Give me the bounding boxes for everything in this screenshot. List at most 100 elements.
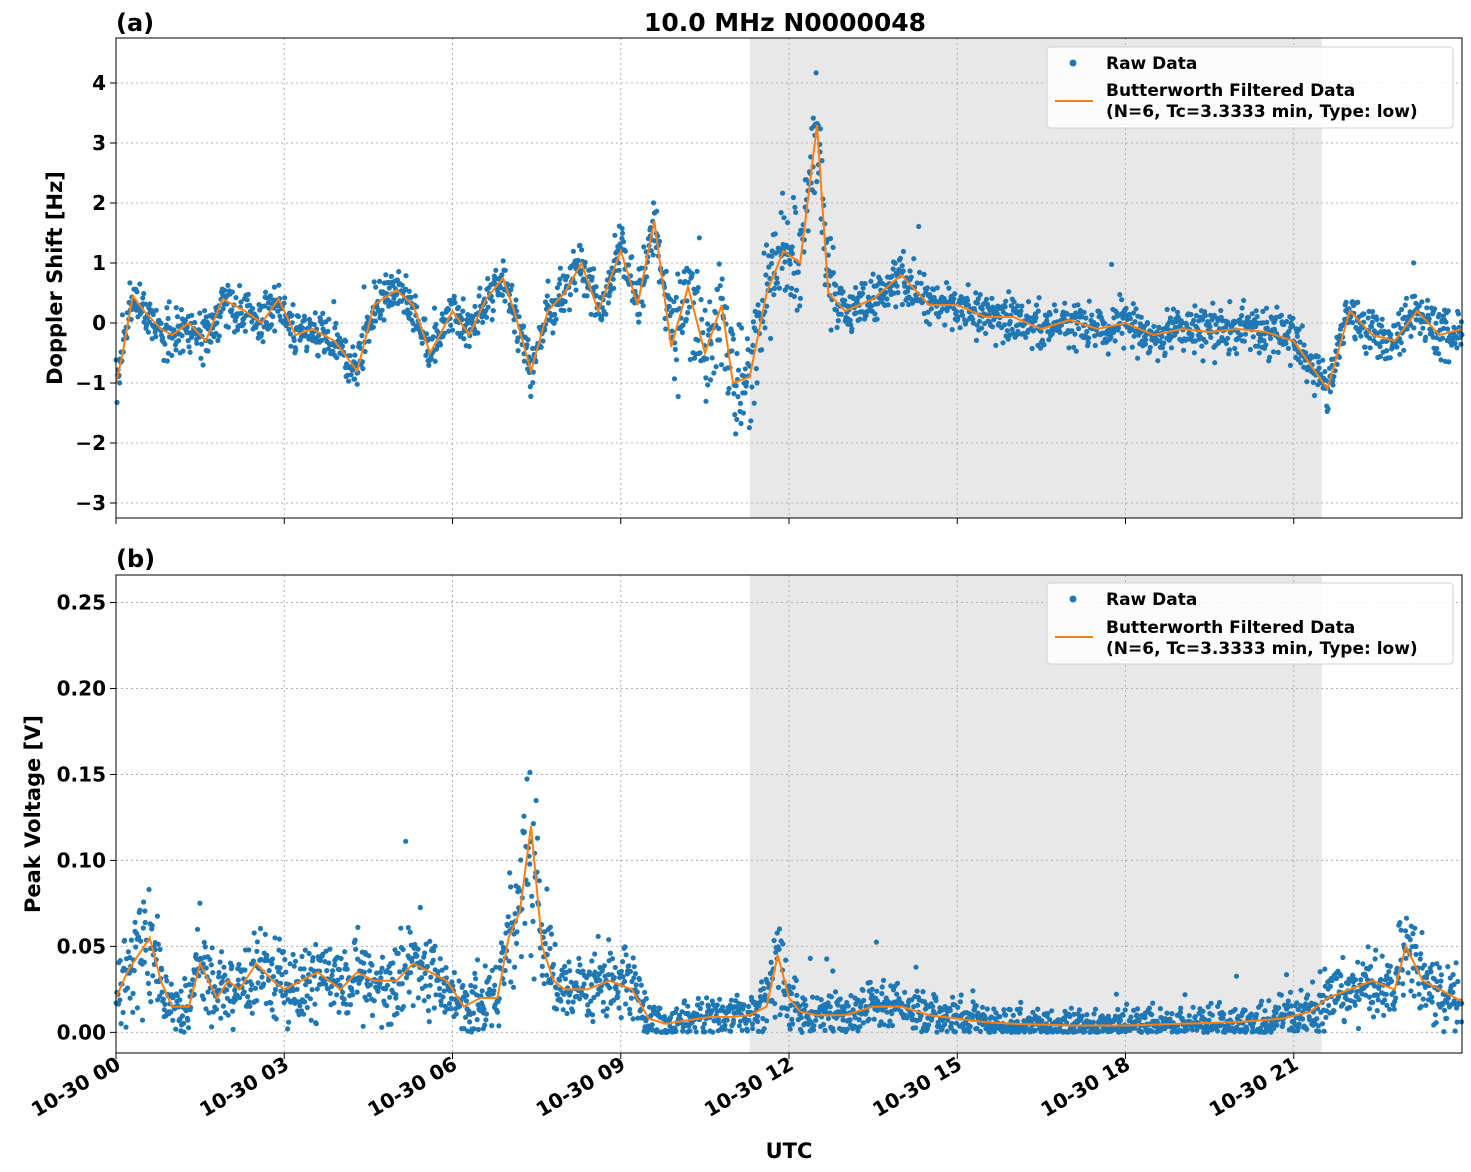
raw-data-point bbox=[897, 255, 904, 261]
raw-data-point bbox=[366, 338, 372, 344]
raw-data-point bbox=[1105, 351, 1111, 357]
raw-data-point bbox=[728, 1028, 734, 1034]
raw-data-point bbox=[1305, 992, 1311, 998]
raw-data-point bbox=[570, 248, 577, 254]
raw-data-point bbox=[545, 278, 551, 284]
raw-data-point bbox=[1108, 334, 1114, 340]
raw-data-point bbox=[930, 1004, 936, 1010]
raw-data-point bbox=[162, 1001, 168, 1008]
raw-data-point bbox=[1017, 312, 1023, 318]
raw-data-point bbox=[229, 289, 235, 295]
raw-data-point bbox=[443, 965, 449, 971]
raw-data-point bbox=[952, 291, 958, 297]
raw-data-point bbox=[567, 292, 574, 298]
raw-data-point bbox=[176, 338, 182, 344]
raw-data-point bbox=[942, 322, 948, 328]
raw-data-point bbox=[597, 977, 603, 983]
raw-data-point bbox=[862, 281, 868, 287]
raw-data-point bbox=[687, 1028, 693, 1034]
raw-data-point bbox=[743, 379, 750, 385]
raw-data-point bbox=[182, 976, 188, 982]
raw-data-point bbox=[1011, 299, 1017, 305]
raw-data-point bbox=[505, 914, 511, 920]
raw-data-point bbox=[634, 989, 640, 995]
raw-data-point bbox=[1396, 311, 1402, 317]
raw-data-point bbox=[327, 946, 333, 952]
raw-data-point bbox=[1193, 313, 1199, 319]
raw-data-point bbox=[730, 331, 736, 337]
raw-data-point bbox=[827, 1010, 833, 1016]
raw-data-point bbox=[201, 939, 207, 946]
raw-data-point bbox=[620, 239, 627, 245]
raw-data-point bbox=[925, 309, 931, 315]
raw-data-point bbox=[397, 969, 403, 975]
raw-data-point bbox=[607, 985, 613, 991]
raw-data-point bbox=[1334, 341, 1341, 347]
raw-data-point bbox=[856, 1017, 862, 1023]
raw-data-point bbox=[1395, 321, 1401, 327]
raw-data-point bbox=[675, 393, 681, 400]
raw-data-point bbox=[1274, 304, 1280, 310]
raw-data-point bbox=[1094, 322, 1100, 328]
raw-data-point bbox=[334, 992, 340, 998]
raw-data-point bbox=[592, 969, 598, 975]
raw-data-point bbox=[1315, 1023, 1321, 1029]
legend-filtered-label-1: Butterworth Filtered Data bbox=[1106, 81, 1355, 101]
raw-data-point bbox=[612, 964, 618, 971]
raw-data-point bbox=[193, 952, 199, 958]
raw-data-point bbox=[631, 964, 637, 970]
raw-data-point bbox=[377, 980, 383, 986]
raw-data-point bbox=[1420, 996, 1426, 1002]
raw-data-point bbox=[141, 959, 147, 965]
raw-data-point bbox=[974, 300, 981, 306]
raw-data-point bbox=[313, 941, 319, 948]
raw-data-point bbox=[761, 986, 767, 992]
raw-data-point bbox=[577, 242, 583, 248]
raw-data-point bbox=[1186, 1013, 1192, 1019]
raw-data-point bbox=[536, 878, 542, 884]
raw-data-point bbox=[577, 962, 583, 968]
raw-data-point bbox=[1206, 1017, 1212, 1024]
raw-data-point bbox=[790, 984, 796, 991]
raw-data-point bbox=[460, 982, 466, 989]
raw-data-point bbox=[421, 998, 427, 1004]
raw-data-point bbox=[146, 319, 152, 325]
raw-data-point bbox=[1401, 314, 1408, 320]
raw-data-point bbox=[513, 940, 520, 947]
raw-data-point bbox=[1316, 359, 1322, 365]
raw-data-point bbox=[973, 337, 980, 343]
raw-data-point bbox=[942, 1021, 948, 1027]
raw-data-point bbox=[894, 991, 900, 997]
raw-data-point bbox=[149, 923, 155, 929]
raw-data-point bbox=[1387, 1006, 1393, 1012]
raw-data-point bbox=[230, 1026, 236, 1032]
raw-data-point bbox=[813, 1017, 819, 1023]
raw-data-point bbox=[928, 306, 935, 312]
raw-data-point bbox=[1038, 345, 1044, 351]
raw-data-point bbox=[378, 975, 384, 981]
raw-data-point bbox=[759, 979, 765, 985]
raw-data-point bbox=[1216, 999, 1223, 1006]
raw-data-point bbox=[671, 299, 677, 305]
raw-data-point bbox=[499, 292, 506, 298]
raw-data-point bbox=[185, 1025, 192, 1031]
raw-data-point bbox=[924, 285, 931, 291]
raw-data-point bbox=[482, 963, 488, 969]
raw-data-point bbox=[620, 959, 626, 965]
raw-data-point bbox=[169, 352, 175, 358]
raw-data-point bbox=[301, 966, 307, 972]
raw-data-point bbox=[1398, 927, 1404, 933]
raw-data-point bbox=[255, 980, 261, 986]
raw-data-point bbox=[685, 279, 692, 286]
raw-data-point bbox=[694, 268, 700, 274]
raw-data-point bbox=[347, 1002, 354, 1008]
raw-data-point bbox=[683, 316, 689, 323]
raw-data-point bbox=[1018, 999, 1024, 1006]
raw-data-point bbox=[178, 988, 184, 994]
raw-data-point bbox=[246, 999, 252, 1005]
raw-data-point bbox=[1117, 292, 1123, 298]
raw-data-point bbox=[749, 1021, 756, 1027]
raw-data-point bbox=[261, 981, 267, 987]
raw-data-point bbox=[1322, 966, 1328, 972]
raw-data-point bbox=[361, 284, 367, 290]
